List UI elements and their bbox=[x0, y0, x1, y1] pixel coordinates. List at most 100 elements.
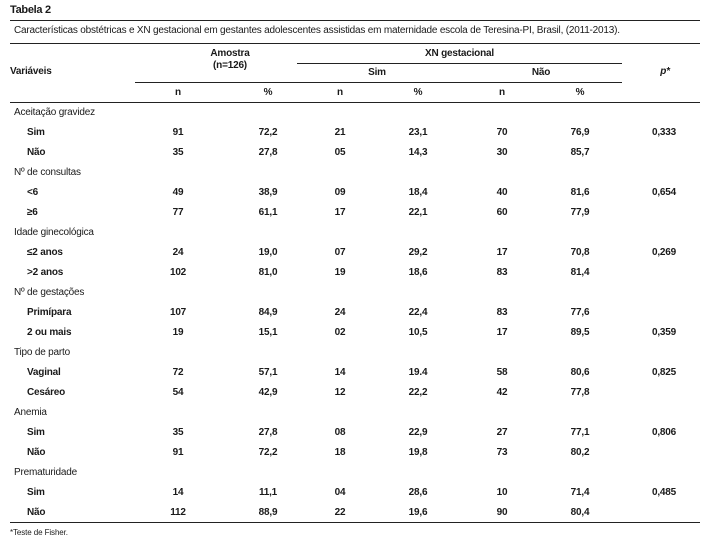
row-label: Sim bbox=[27, 487, 45, 498]
subheader-n: n bbox=[175, 87, 181, 98]
value-cell: 91 bbox=[172, 447, 184, 458]
value-cell: 23,1 bbox=[408, 127, 428, 138]
p-value-cell: 0,485 bbox=[651, 487, 677, 498]
group-label: Tipo de parto bbox=[14, 347, 70, 358]
value-cell: 72 bbox=[172, 367, 184, 378]
group-label: Nº de gestações bbox=[14, 287, 85, 298]
value-cell: 73 bbox=[496, 447, 508, 458]
value-cell: 19.4 bbox=[408, 367, 428, 378]
value-cell: 18,4 bbox=[408, 187, 428, 198]
header-p: p* bbox=[660, 66, 670, 77]
value-cell: 35 bbox=[172, 147, 184, 158]
value-cell: 70,8 bbox=[570, 247, 590, 258]
value-cell: 85,7 bbox=[570, 147, 590, 158]
value-cell: 17 bbox=[496, 327, 508, 338]
value-cell: 19,8 bbox=[408, 447, 428, 458]
value-cell: 77,1 bbox=[570, 427, 590, 438]
value-cell: 80,6 bbox=[570, 367, 590, 378]
value-cell: 21 bbox=[334, 127, 346, 138]
value-cell: 81,6 bbox=[570, 187, 590, 198]
value-cell: 84,9 bbox=[258, 307, 278, 318]
value-cell: 27 bbox=[496, 427, 508, 438]
value-cell: 35 bbox=[172, 427, 184, 438]
value-cell: 19 bbox=[334, 267, 346, 278]
table-label: Tabela 2 bbox=[10, 4, 51, 16]
value-cell: 38,9 bbox=[258, 187, 278, 198]
value-cell: 10,5 bbox=[408, 327, 428, 338]
value-cell: 76,9 bbox=[570, 127, 590, 138]
row-label: >2 anos bbox=[27, 267, 64, 278]
p-value-cell: 0,269 bbox=[651, 247, 677, 258]
group-label: Prematuridade bbox=[14, 467, 77, 478]
value-cell: 81,0 bbox=[258, 267, 278, 278]
row-label: Cesáreo bbox=[27, 387, 66, 398]
value-cell: 24 bbox=[334, 307, 346, 318]
header-variables: Variáveis bbox=[10, 66, 52, 77]
row-label: Sim bbox=[27, 427, 45, 438]
value-cell: 11,1 bbox=[258, 487, 278, 498]
value-cell: 19 bbox=[172, 327, 184, 338]
value-cell: 30 bbox=[496, 147, 508, 158]
value-cell: 49 bbox=[172, 187, 184, 198]
subheader-n: n bbox=[337, 87, 343, 98]
value-cell: 77 bbox=[172, 207, 184, 218]
header-bottom-rule bbox=[10, 102, 700, 103]
group-label: Nº de consultas bbox=[14, 167, 81, 178]
value-cell: 77,6 bbox=[570, 307, 590, 318]
p-value-cell: 0,825 bbox=[651, 367, 677, 378]
sub-rule bbox=[135, 82, 622, 83]
value-cell: 70 bbox=[496, 127, 508, 138]
value-cell: 72,2 bbox=[258, 127, 278, 138]
value-cell: 83 bbox=[496, 267, 508, 278]
value-cell: 14 bbox=[172, 487, 184, 498]
value-cell: 88,9 bbox=[258, 507, 278, 518]
value-cell: 42,9 bbox=[258, 387, 278, 398]
top-rule bbox=[10, 20, 700, 21]
value-cell: 22,9 bbox=[408, 427, 428, 438]
value-cell: 05 bbox=[334, 147, 346, 158]
p-value-cell: 0,806 bbox=[651, 427, 677, 438]
group-label: Aceitação gravidez bbox=[14, 107, 95, 118]
value-cell: 102 bbox=[169, 267, 187, 278]
value-cell: 61,1 bbox=[258, 207, 278, 218]
row-label: Não bbox=[27, 447, 46, 458]
header-xn-yes: Sim bbox=[368, 67, 386, 78]
row-label: 2 ou mais bbox=[27, 327, 72, 338]
value-cell: 42 bbox=[496, 387, 508, 398]
header-sample: Amostra bbox=[210, 48, 250, 59]
value-cell: 09 bbox=[334, 187, 346, 198]
value-cell: 15,1 bbox=[258, 327, 278, 338]
row-label: Primípara bbox=[27, 307, 72, 318]
value-cell: 17 bbox=[334, 207, 346, 218]
value-cell: 90 bbox=[496, 507, 508, 518]
row-label: Vaginal bbox=[27, 367, 61, 378]
row-label: Não bbox=[27, 147, 46, 158]
value-cell: 18,6 bbox=[408, 267, 428, 278]
subheader-n: n bbox=[499, 87, 505, 98]
value-cell: 54 bbox=[172, 387, 184, 398]
value-cell: 77,9 bbox=[570, 207, 590, 218]
value-cell: 18 bbox=[334, 447, 346, 458]
value-cell: 29,2 bbox=[408, 247, 428, 258]
table-caption: Características obstétricas e XN gestaci… bbox=[14, 25, 620, 36]
xn-rule bbox=[297, 63, 622, 64]
value-cell: 60 bbox=[496, 207, 508, 218]
value-cell: 72,2 bbox=[258, 447, 278, 458]
group-label: Anemia bbox=[14, 407, 47, 418]
value-cell: 14 bbox=[334, 367, 346, 378]
header-top-rule bbox=[10, 43, 700, 44]
row-label: <6 bbox=[27, 187, 39, 198]
value-cell: 08 bbox=[334, 427, 346, 438]
p-value-cell: 0,654 bbox=[651, 187, 677, 198]
value-cell: 22 bbox=[334, 507, 346, 518]
value-cell: 80,4 bbox=[570, 507, 590, 518]
value-cell: 12 bbox=[334, 387, 346, 398]
value-cell: 58 bbox=[496, 367, 508, 378]
value-cell: 19,0 bbox=[258, 247, 278, 258]
value-cell: 27,8 bbox=[258, 427, 278, 438]
value-cell: 19,6 bbox=[408, 507, 428, 518]
value-cell: 57,1 bbox=[258, 367, 278, 378]
group-label: Idade ginecológica bbox=[14, 227, 94, 238]
value-cell: 04 bbox=[334, 487, 346, 498]
value-cell: 22,4 bbox=[408, 307, 428, 318]
